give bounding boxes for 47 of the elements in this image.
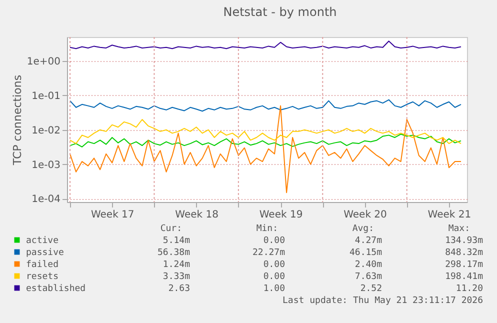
chart-title: Netstat - by month <box>223 5 337 19</box>
line-series <box>70 119 462 144</box>
text: 0.00 <box>263 272 285 282</box>
legend-label: passive <box>26 248 64 258</box>
x-tick-label: Week 19 <box>259 210 303 220</box>
line-series <box>70 105 462 194</box>
line-series <box>70 134 462 148</box>
text: 5.14m <box>162 236 190 246</box>
text: 7.63m <box>354 272 382 282</box>
y-axis-title: TCP connections <box>10 74 24 166</box>
x-tick-label: Week 21 <box>428 210 472 220</box>
text: Max: <box>448 224 470 234</box>
text: 198.41m <box>445 272 483 282</box>
y-tick-label: 1e-03 <box>32 160 60 171</box>
y-tick-label: 1e-04 <box>32 194 60 206</box>
line-series <box>70 40 462 50</box>
text: Last update: Thu May 21 23:11:17 2026 <box>282 296 483 306</box>
text: 298.17m <box>445 260 483 270</box>
text: 2.40m <box>354 260 382 270</box>
text: Avg: <box>352 224 374 234</box>
x-tick-label: Week 20 <box>344 210 387 220</box>
legend-label: failed <box>26 260 59 270</box>
legend-label: established <box>26 284 86 294</box>
text: 56.38m <box>157 248 190 258</box>
y-tick-label: 1e-01 <box>32 90 60 102</box>
text: 11.20 <box>456 284 483 294</box>
line-series <box>70 99 462 112</box>
x-tick-label: Week 18 <box>175 210 218 220</box>
text: 46.15m <box>349 248 382 258</box>
text: 2.52 <box>360 284 382 294</box>
text: 4.27m <box>354 236 382 246</box>
text: 2.63 <box>168 284 190 294</box>
legend-label: resets <box>26 272 59 282</box>
text: 134.93m <box>445 236 483 246</box>
text: Cur: <box>160 224 182 234</box>
legend-label: active <box>26 236 59 246</box>
y-tick-label: 1e-02 <box>32 125 60 136</box>
text: 3.33m <box>162 272 190 282</box>
y-tick-label: 1e+00 <box>26 56 60 68</box>
text: 0.00 <box>263 260 285 270</box>
text: 1.00 <box>263 284 285 294</box>
text: 1.24m <box>162 260 190 270</box>
text: Min: <box>256 224 278 234</box>
x-tick-label: Week 17 <box>90 210 134 220</box>
text: 22.27m <box>252 248 285 258</box>
text: 848.32m <box>445 248 483 258</box>
text: 0.00 <box>263 236 285 246</box>
